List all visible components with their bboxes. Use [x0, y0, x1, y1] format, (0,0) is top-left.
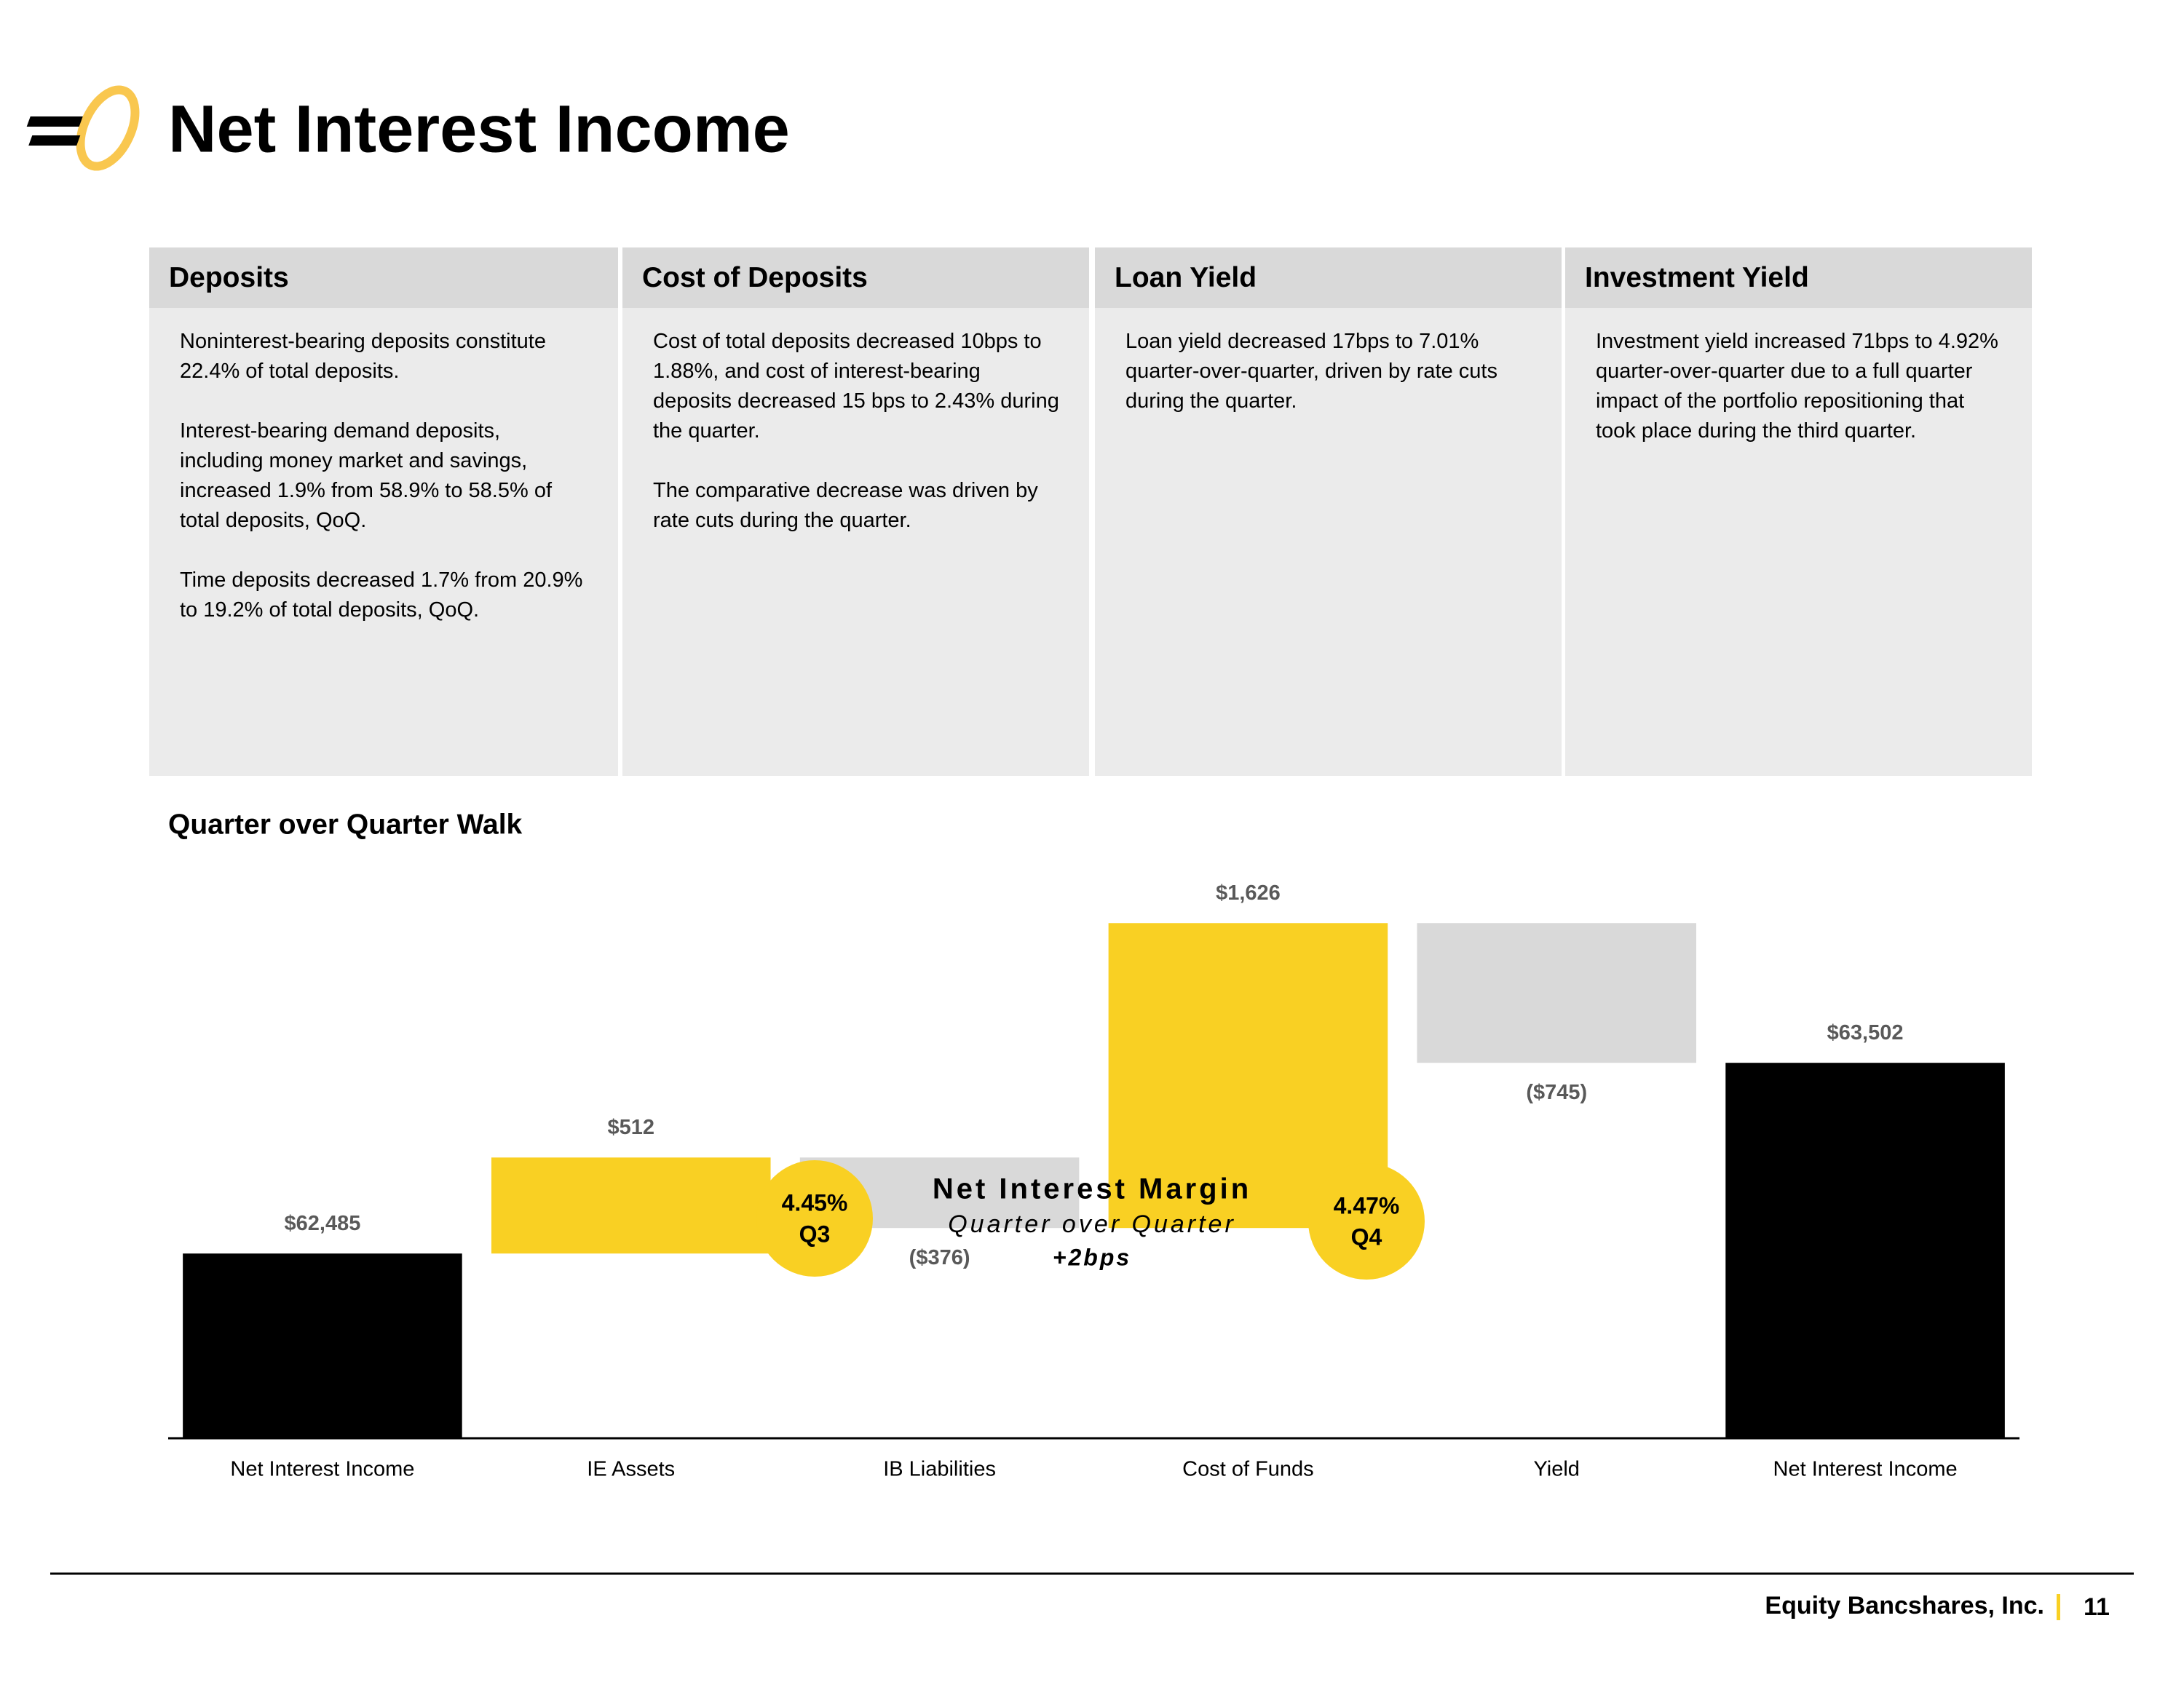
- panel-title: Deposits: [149, 247, 618, 308]
- data-label: $1,626: [1216, 881, 1281, 905]
- panel-text: Cost of total deposits decreased 10bps t…: [653, 330, 1059, 443]
- data-label: ($745): [1526, 1081, 1587, 1104]
- panel-text: Loan yield decreased 17bps to 7.01% quar…: [1125, 330, 1497, 413]
- data-label: $63,502: [1827, 1021, 1904, 1044]
- page-number: 11: [2084, 1593, 2110, 1621]
- margin-badge: [756, 1160, 873, 1277]
- panel-text: Noninterest-bearing deposits constitute …: [180, 330, 546, 383]
- panel-body: Noninterest-bearing deposits constitute …: [149, 308, 618, 625]
- x-tick-label: IE Assets: [587, 1458, 675, 1481]
- logo: [26, 85, 140, 171]
- slide-title: Net Interest Income: [168, 92, 790, 166]
- annotation-subtitle: Quarter over Quarter: [948, 1210, 1236, 1238]
- panel: Investment Yield Investment yield increas…: [1565, 247, 2032, 776]
- margin-quarter: Q3: [799, 1221, 831, 1247]
- data-label: $512: [607, 1116, 654, 1139]
- footer-company: Equity Bancshares, Inc.: [1765, 1592, 2044, 1619]
- annotation-change: +2bps: [1053, 1244, 1131, 1270]
- x-tick-label: Yield: [1534, 1458, 1580, 1481]
- panel-body: Investment yield increased 71bps to 4.92…: [1565, 308, 2032, 446]
- bar: [491, 1157, 771, 1254]
- panel-title: Loan Yield: [1095, 247, 1562, 308]
- panel: Loan Yield Loan yield decreased 17bps to …: [1095, 247, 1562, 776]
- chart-title: Quarter over Quarter Walk: [168, 809, 523, 840]
- margin-quarter: Q4: [1351, 1224, 1382, 1250]
- bar: [1417, 923, 1697, 1063]
- annotation-title: Net Interest Margin: [933, 1173, 1251, 1205]
- margin-value: 4.47%: [1334, 1192, 1400, 1218]
- x-tick-label: Net Interest Income: [1773, 1458, 1958, 1481]
- panel-text: The comparative decrease was driven by r…: [653, 479, 1038, 532]
- panel: Deposits Noninterest-bearing deposits con…: [149, 247, 618, 776]
- footer-divider: [2057, 1594, 2060, 1620]
- margin-value: 4.45%: [782, 1189, 848, 1216]
- panel-title: Cost of Deposits: [622, 247, 1089, 308]
- bar: [183, 1253, 462, 1438]
- data-label: ($376): [909, 1246, 970, 1269]
- data-label: $62,485: [285, 1212, 361, 1235]
- panel-body: Loan yield decreased 17bps to 7.01% quar…: [1095, 308, 1562, 416]
- x-tick-label: Net Interest Income: [230, 1458, 414, 1481]
- panel-text: Interest-bearing demand deposits, includ…: [180, 419, 553, 532]
- panel: Cost of Deposits Cost of total deposits d…: [622, 247, 1089, 776]
- panel-text: Time deposits decreased 1.7% from 20.9% …: [180, 568, 583, 622]
- chart: $62,485 Net Interest Income $512 IE Assets (…: [168, 881, 2019, 1481]
- x-tick-label: IB Liabilities: [883, 1458, 996, 1481]
- panel-body: Cost of total deposits decreased 10bps t…: [622, 308, 1089, 536]
- margin-badge: [1308, 1163, 1425, 1280]
- x-tick-label: Cost of Funds: [1182, 1458, 1314, 1481]
- panel-title: Investment Yield: [1565, 247, 2032, 308]
- bar: [1725, 1063, 2005, 1438]
- panel-text: Investment yield increased 71bps to 4.92…: [1596, 330, 1998, 443]
